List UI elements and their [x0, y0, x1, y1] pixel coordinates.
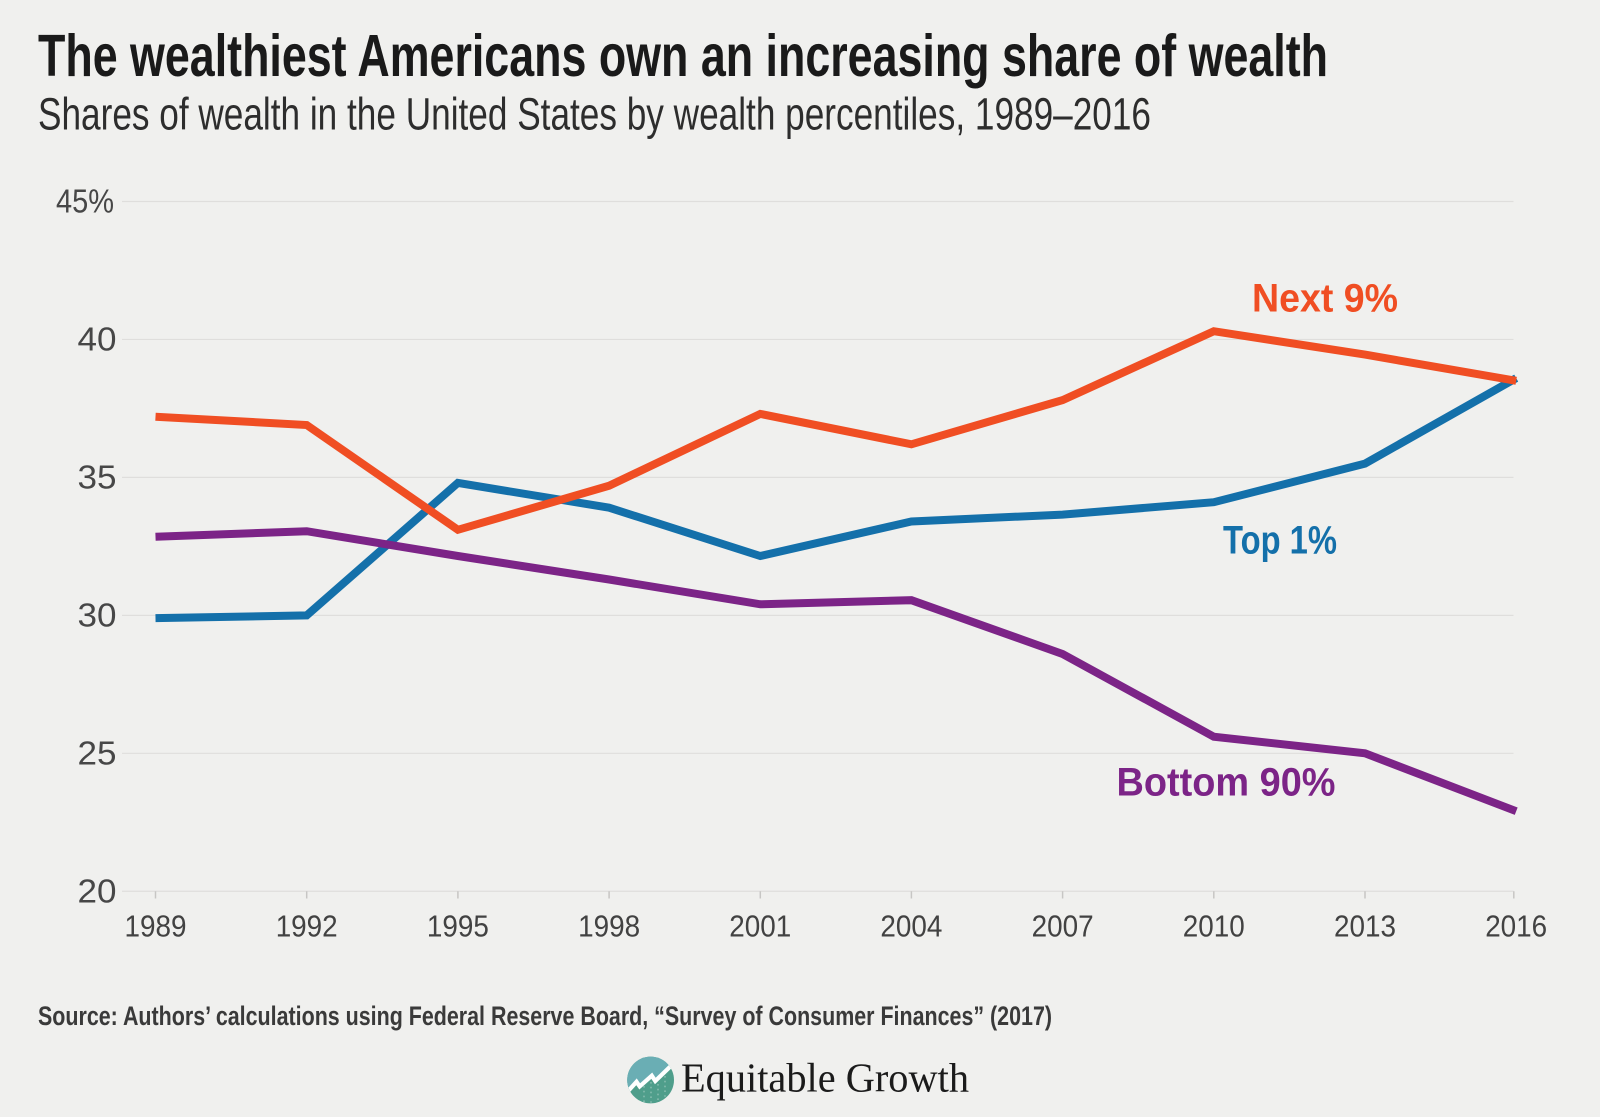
svg-text:2007: 2007 — [1032, 908, 1094, 943]
svg-text:2010: 2010 — [1183, 908, 1245, 943]
svg-text:1989: 1989 — [125, 908, 187, 943]
svg-text:25: 25 — [78, 734, 117, 771]
svg-text:20: 20 — [78, 872, 117, 909]
svg-text:Top 1%: Top 1% — [1223, 519, 1337, 563]
svg-text:1992: 1992 — [276, 908, 338, 943]
svg-text:Equitable Growth: Equitable Growth — [681, 1055, 969, 1101]
svg-text:30: 30 — [78, 596, 117, 633]
svg-text:The wealthiest Americans own a: The wealthiest Americans own an increasi… — [38, 23, 1328, 89]
svg-text:Shares of wealth in the United: Shares of wealth in the United States by… — [38, 89, 1151, 140]
svg-text:45%: 45% — [56, 183, 114, 220]
svg-text:35: 35 — [78, 458, 117, 495]
svg-text:2004: 2004 — [880, 908, 942, 943]
svg-text:2013: 2013 — [1334, 908, 1396, 943]
svg-text:2001: 2001 — [729, 908, 791, 943]
svg-text:1995: 1995 — [427, 908, 489, 943]
svg-text:Next 9%: Next 9% — [1252, 277, 1398, 321]
svg-text:40: 40 — [78, 321, 117, 358]
svg-text:Bottom 90%: Bottom 90% — [1117, 761, 1336, 805]
svg-text:2016: 2016 — [1485, 908, 1547, 943]
svg-text:1998: 1998 — [578, 908, 640, 943]
svg-text:Source: Authors’ calculations: Source: Authors’ calculations using Fede… — [38, 1001, 1052, 1031]
